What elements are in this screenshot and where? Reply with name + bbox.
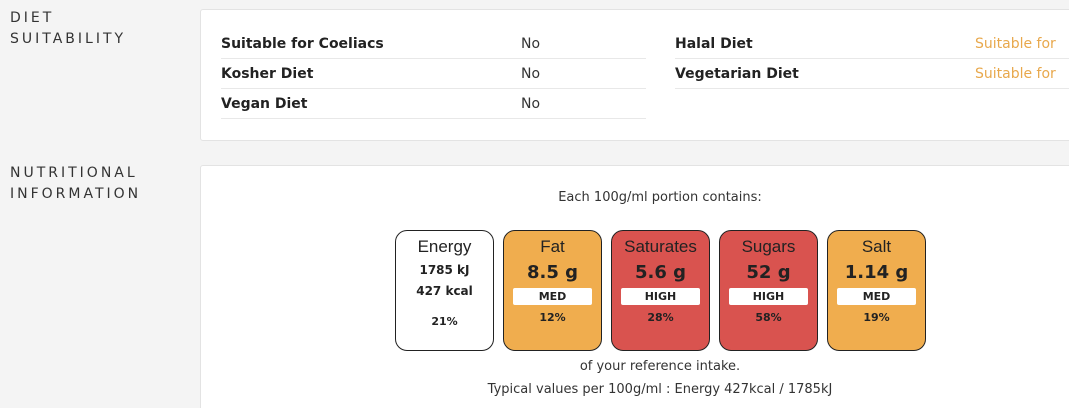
nutrient-amount: 8.5 g [526,262,579,283]
diet-row-halal: Halal Diet Suitable for [675,29,1069,59]
energy-label: Energy 1785 kJ 427 kcal 21% [395,230,494,351]
level-badge: MED [513,288,592,305]
diet-label: Suitable for Coeliacs [221,35,384,52]
nutrient-amount: 52 g [746,262,791,283]
diet-label: Kosher Diet [221,65,314,82]
diet-value: No [521,35,541,52]
energy-kcal: 427 kcal [416,284,473,298]
diet-heading-line2: SUITABILITY [10,31,127,47]
diet-column-right: Halal Diet Suitable for Vegetarian Diet … [675,29,1069,89]
level-badge: HIGH [621,288,700,305]
diet-suitability-heading: DIET SUITABILITY [10,8,126,50]
energy-kj: 1785 kJ [419,263,470,277]
nutrient-name: Fat [540,237,565,256]
nutrition-heading-line2: INFORMATION [10,186,142,202]
level-badge: HIGH [729,288,808,305]
reference-intake-text: of your reference intake. [579,359,741,374]
nutrient-percent: 12% [539,311,566,324]
diet-value: Suitable for [975,35,1056,52]
nutritional-information-panel: Each 100g/ml portion contains: Energy 17… [200,165,1069,408]
nutrient-name: Salt [861,237,892,256]
nutrition-labels: Energy 1785 kJ 427 kcal 21% Fat 8.5 g ME… [395,230,926,351]
diet-row-vegan: Vegan Diet No [221,89,646,119]
nutrient-name: Sugars [741,237,796,256]
portion-text: Each 100g/ml portion contains: [558,190,762,205]
nutrient-percent: 21% [431,315,458,328]
diet-row-kosher: Kosher Diet No [221,59,646,89]
diet-suitability-panel: Suitable for Coeliacs No Kosher Diet No … [200,9,1069,141]
diet-value: No [521,65,541,82]
diet-label: Halal Diet [675,35,753,52]
diet-row-coeliacs: Suitable for Coeliacs No [221,29,646,59]
diet-heading-line1: DIET [10,10,55,26]
diet-value: No [521,95,541,112]
diet-label: Vegan Diet [221,95,308,112]
diet-row-vegetarian: Vegetarian Diet Suitable for [675,59,1069,89]
nutritional-information-heading: NUTRITIONAL INFORMATION [10,163,141,205]
fat-label: Fat 8.5 g MED 12% [503,230,602,351]
nutrition-heading-line1: NUTRITIONAL [10,165,138,181]
nutrient-percent: 19% [863,311,890,324]
nutrient-name: Saturates [624,237,697,256]
saturates-label: Saturates 5.6 g HIGH 28% [611,230,710,351]
nutrient-amount: 5.6 g [634,262,687,283]
nutrient-percent: 58% [755,311,782,324]
diet-value: Suitable for [975,65,1056,82]
salt-label: Salt 1.14 g MED 19% [827,230,926,351]
nutrient-amount: 1.14 g [844,262,909,283]
sugars-label: Sugars 52 g HIGH 58% [719,230,818,351]
diet-label: Vegetarian Diet [675,65,799,82]
diet-column-left: Suitable for Coeliacs No Kosher Diet No … [221,29,646,119]
typical-values-text: Typical values per 100g/ml : Energy 427k… [487,382,833,397]
level-badge: MED [837,288,916,305]
nutrient-percent: 28% [647,311,674,324]
nutrient-name: Energy [417,237,472,256]
